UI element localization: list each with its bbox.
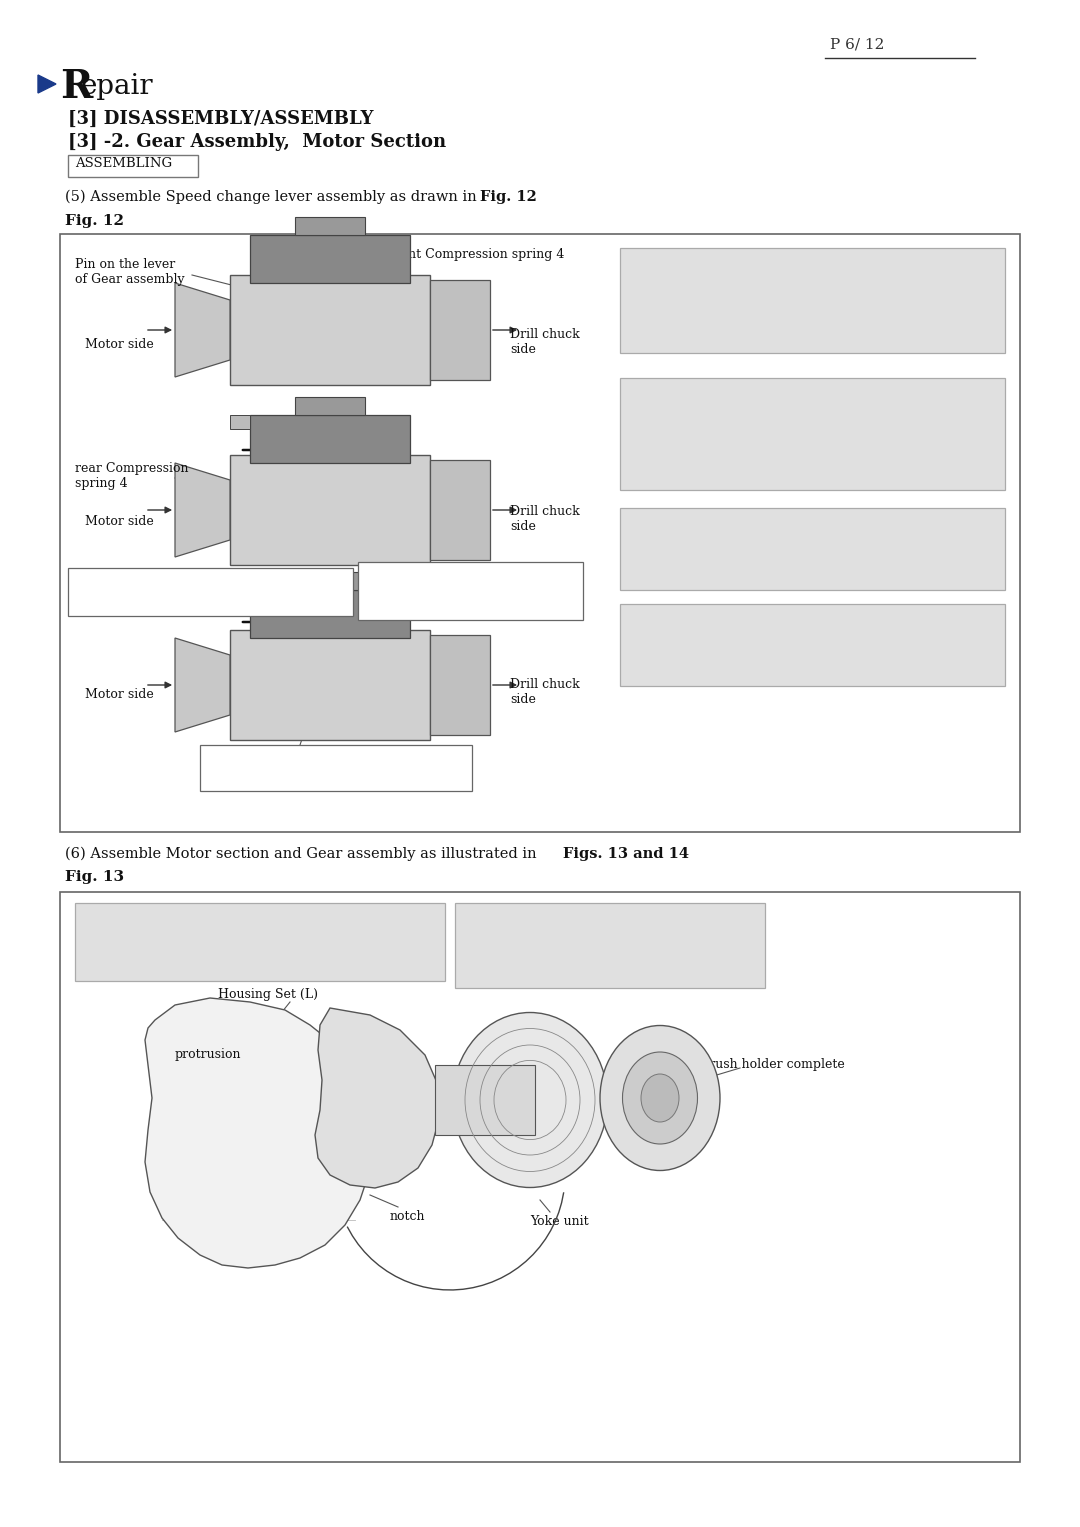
Text: .: . — [532, 189, 537, 205]
Bar — [295, 217, 365, 235]
Text: protrusion: protrusion — [175, 1048, 242, 1061]
Polygon shape — [38, 75, 56, 93]
Text: Drill chuck
side: Drill chuck side — [510, 678, 580, 705]
Text: Motor side: Motor side — [85, 515, 153, 528]
Bar — [68, 156, 198, 177]
Bar — [295, 573, 365, 589]
Text: [3] DISASSEMBLY/ASSEMBLY: [3] DISASSEMBLY/ASSEMBLY — [68, 110, 374, 128]
Text: 3. Fit the pin of Gear assembly to
   Spring’s coil with slowly
   returning Spe: 3. Fit the pin of Gear assembly to Sprin… — [626, 513, 839, 571]
Bar — [230, 415, 249, 429]
Text: (5) Assemble Speed change lever assembly as drawn in: (5) Assemble Speed change lever assembly… — [65, 189, 482, 205]
Bar — [60, 234, 1020, 832]
Ellipse shape — [622, 1052, 698, 1144]
Text: .: . — [659, 847, 663, 861]
Text: .: . — [538, 967, 542, 979]
Text: Fig. 10: Fig. 10 — [494, 967, 542, 979]
Text: Fig. 12: Fig. 12 — [65, 214, 124, 228]
Text: Space between rear Compression spring 4
and pin on the lever of Gear assembly: Space between rear Compression spring 4 … — [75, 573, 328, 600]
Bar — [249, 235, 410, 282]
Polygon shape — [315, 1008, 440, 1188]
Bar — [455, 902, 765, 988]
Text: front Compression spring 4: front Compression spring 4 — [390, 247, 565, 261]
Bar — [75, 902, 445, 980]
Bar — [200, 745, 472, 791]
Bar — [230, 455, 430, 565]
Bar — [230, 631, 430, 741]
Text: notch: notch — [390, 1209, 426, 1223]
Text: [3] -2. Gear Assembly,  Motor Section: [3] -2. Gear Assembly, Motor Section — [68, 133, 446, 151]
Bar — [620, 605, 1005, 686]
Text: Drill chuck
side: Drill chuck side — [510, 328, 580, 356]
Polygon shape — [175, 282, 230, 377]
Bar — [430, 279, 490, 380]
Text: P 6/ 12: P 6/ 12 — [831, 38, 885, 52]
Bar — [620, 247, 1005, 353]
Bar — [60, 892, 1020, 1461]
Text: Drill chuck
side: Drill chuck side — [510, 505, 580, 533]
Text: ASSEMBLING: ASSEMBLING — [75, 157, 172, 169]
Bar — [249, 589, 410, 638]
Bar — [68, 568, 353, 615]
Bar — [295, 397, 365, 415]
Text: Fig. 12: Fig. 12 — [480, 189, 537, 205]
Text: rear Compression
spring 4: rear Compression spring 4 — [75, 463, 189, 490]
Text: Pin on the lever
of Gear assembly: Pin on the lever of Gear assembly — [75, 258, 185, 286]
Text: Motor side: Motor side — [85, 337, 153, 351]
Text: Pin on the lever of Gear assembly fit to
the coil of rear Compression spring 4: Pin on the lever of Gear assembly fit to… — [206, 750, 438, 777]
Text: R: R — [60, 69, 93, 105]
Bar — [435, 1064, 535, 1135]
Text: Yoke unit: Yoke unit — [530, 1215, 589, 1228]
Text: epair: epair — [81, 73, 153, 99]
Text: Fig. 13: Fig. 13 — [65, 870, 124, 884]
Bar — [430, 460, 490, 560]
Text: Gear ass’y: Gear ass’y — [370, 1106, 436, 1118]
Bar — [230, 275, 430, 385]
Polygon shape — [175, 463, 230, 557]
Text: Figs. 13 and 14: Figs. 13 and 14 — [563, 847, 689, 861]
Polygon shape — [175, 638, 230, 731]
Text: Motor side: Motor side — [85, 689, 153, 701]
Bar — [620, 379, 1005, 490]
Ellipse shape — [600, 1026, 720, 1171]
Text: While aligning the notch of Yoke unit with projection of
Housing L, mount Yoke u: While aligning the notch of Yoke unit wi… — [82, 909, 433, 951]
Ellipse shape — [642, 1073, 679, 1122]
Text: front Compression spring 4
compressed by the lever of
Gear assembly.: front Compression spring 4 compressed by… — [363, 567, 527, 609]
Text: 2. Push Speed change lever assembly
   toward Motor side until it stops to
   ha: 2. Push Speed change lever assembly towa… — [626, 383, 850, 457]
Bar — [620, 508, 1005, 589]
Text: 4. Slide Speed change lever
   assembly to the either position
   2(High speed m: 4. Slide Speed change lever assembly to … — [626, 608, 821, 666]
Text: Housing Set (L): Housing Set (L) — [218, 988, 318, 1002]
Polygon shape — [145, 999, 372, 1267]
Text: If the Motor section does not fit to
Housing L, make sure that Yoke unit
is corr: If the Motor section does not fit to Hou… — [462, 909, 693, 967]
Text: (6) Assemble Motor section and Gear assembly as illustrated in: (6) Assemble Motor section and Gear asse… — [65, 847, 541, 861]
Bar — [249, 415, 410, 463]
Bar — [357, 562, 583, 620]
Text: 1. Apply the front Compression
   spring 4 of Speed change lever
   assembly to : 1. Apply the front Compression spring 4 … — [626, 253, 823, 325]
Ellipse shape — [453, 1012, 607, 1188]
Bar — [430, 635, 490, 734]
Text: Brush holder complete: Brush holder complete — [700, 1058, 845, 1070]
